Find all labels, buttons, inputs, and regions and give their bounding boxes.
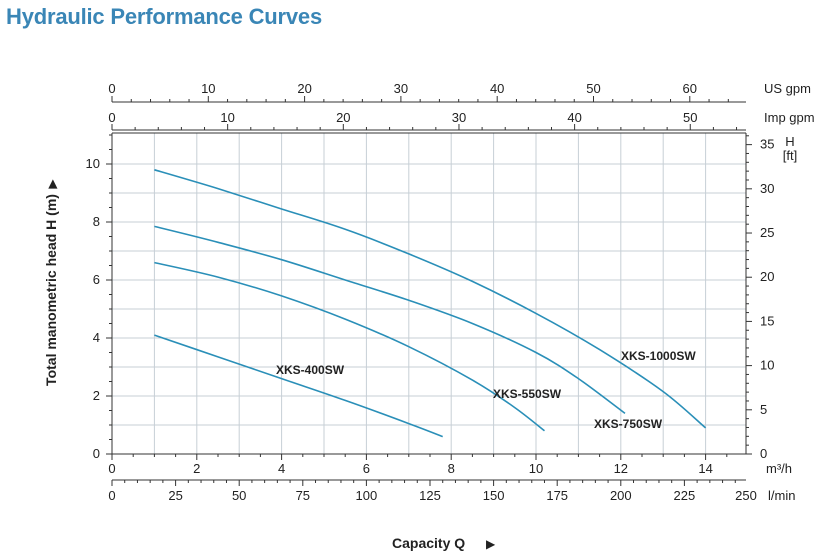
series-label-xks-400sw: XKS-400SW (276, 363, 345, 377)
impgpm-tick-label: 40 (567, 110, 581, 125)
series-label-xks-550sw: XKS-550SW (493, 387, 562, 401)
head-m-tick-label: 10 (86, 156, 100, 171)
head-m-tick-label: 4 (93, 330, 100, 345)
impgpm-tick-label: 30 (452, 110, 466, 125)
m3h-tick-label: 10 (529, 461, 543, 476)
curve-xks-750sw (154, 225, 626, 415)
usgpm-tick-label: 60 (683, 81, 697, 96)
usgpm-tick-label: 20 (297, 81, 311, 96)
lmin-tick-label: 50 (232, 488, 246, 503)
lmin-unit: l/min (768, 488, 795, 503)
m3h-tick-label: 12 (614, 461, 628, 476)
head-ft-tick-label: 5 (760, 402, 767, 417)
impgpm-tick-label: 10 (220, 110, 234, 125)
x-axis-arrow: ▶ (486, 537, 496, 551)
head-m-tick-label: 8 (93, 214, 100, 229)
m3h-tick-label: 6 (363, 461, 370, 476)
curve-xks-550sw (154, 261, 545, 432)
m3h-tick-label: 2 (193, 461, 200, 476)
lmin-tick-label: 200 (610, 488, 632, 503)
lmin-tick-label: 175 (546, 488, 568, 503)
m3h-tick-label: 0 (108, 461, 115, 476)
usgpm-unit: US gpm (764, 81, 811, 96)
lmin-tick-label: 75 (296, 488, 310, 503)
head-ft-tick-label: 0 (760, 446, 767, 461)
impgpm-tick-label: 20 (336, 110, 350, 125)
m3h-unit: m³/h (766, 461, 792, 476)
lmin-tick-label: 250 (735, 488, 757, 503)
head-ft-tick-label: 35 (760, 137, 774, 152)
lmin-tick-label: 150 (483, 488, 505, 503)
lmin-tick-label: 25 (168, 488, 182, 503)
m3h-tick-label: 4 (278, 461, 285, 476)
m3h-tick-label: 8 (448, 461, 455, 476)
head-ft-tick-label: 25 (760, 225, 774, 240)
curve-xks-400sw (154, 334, 443, 438)
head-ft-tick-label: 30 (760, 181, 774, 196)
m3h-tick-label: 14 (698, 461, 712, 476)
curves (154, 169, 707, 438)
head-ft-tick-label: 10 (760, 358, 774, 373)
usgpm-tick-label: 30 (394, 81, 408, 96)
usgpm-tick-label: 0 (108, 81, 115, 96)
head-ft-tick-label: 15 (760, 313, 774, 328)
series-label-xks-1000sw: XKS-1000SW (621, 349, 696, 363)
usgpm-tick-label: 40 (490, 81, 504, 96)
series-label-xks-750sw: XKS-750SW (594, 417, 663, 431)
x-axis-label: Capacity Q (392, 535, 465, 551)
head-m-tick-label: 2 (93, 388, 100, 403)
grid-lines (112, 133, 746, 454)
head-ft-tick-label: 20 (760, 269, 774, 284)
lmin-tick-label: 0 (108, 488, 115, 503)
y-axis-label: Total manometric head H (m) (43, 194, 59, 386)
head-m-tick-label: 6 (93, 272, 100, 287)
plot-frame (111, 132, 747, 455)
lmin-tick-label: 100 (356, 488, 378, 503)
head-ft-unit-line1: H (785, 134, 794, 149)
page-title: Hydraulic Performance Curves (6, 4, 322, 29)
impgpm-tick-label: 50 (683, 110, 697, 125)
impgpm-tick-label: 0 (108, 110, 115, 125)
lmin-tick-label: 225 (674, 488, 696, 503)
usgpm-tick-label: 10 (201, 81, 215, 96)
lmin-tick-label: 125 (419, 488, 441, 503)
usgpm-tick-label: 50 (586, 81, 600, 96)
impgpm-unit: Imp gpm (764, 110, 815, 125)
curve-xks-1000sw (154, 169, 707, 429)
series-labels: XKS-400SW XKS-550SW XKS-750SW XKS-1000SW (276, 349, 696, 431)
head-m-tick-label: 0 (93, 446, 100, 461)
y-axis-arrow: ▶ (45, 179, 59, 189)
head-ft-unit-line2: [ft] (783, 148, 797, 163)
